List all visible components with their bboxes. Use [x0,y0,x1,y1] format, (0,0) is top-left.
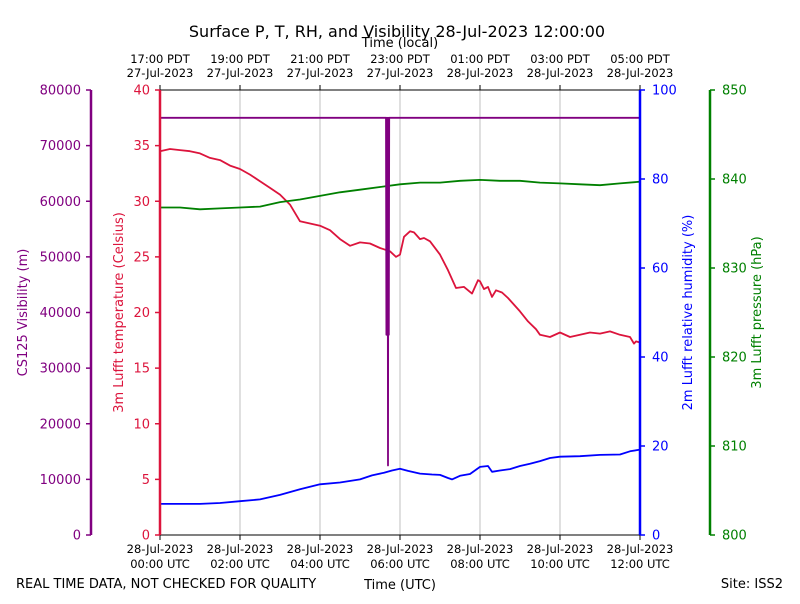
temperature-tick-label: 40 [133,84,150,99]
visibility-tick-label: 60000 [40,195,81,210]
bottom-tick-label-date: 28-Jul-2023 [367,542,434,556]
series-visibility [160,116,640,467]
pressure-tick-label: 810 [722,440,747,455]
humidity-tick-label: 60 [652,262,669,277]
bottom-tick-label-date: 28-Jul-2023 [607,542,674,556]
pressure-tick-label: 850 [722,84,747,99]
temperature-axis-title: 3m Lufft temperature (Celsius) [112,212,127,413]
temperature-tick-label: 25 [133,250,150,265]
pressure-tick-label: 800 [722,529,747,544]
humidity-tick-label: 40 [652,351,669,366]
humidity-tick-label: 0 [652,529,660,544]
temperature-tick-label: 10 [133,417,150,432]
chart-title: Surface P, T, RH, and Visibility 28-Jul-… [189,22,605,41]
series-humidity [160,448,641,505]
visibility-tick-label: 40000 [40,306,81,321]
pressure-tick-label: 840 [722,173,747,188]
humidity-axis-title: 2m Lufft relative humidity (%) [681,215,696,411]
visibility-tick-label: 0 [73,529,81,544]
temperature-tick-label: 35 [133,139,150,154]
bottom-tick-label-time: 04:00 UTC [290,557,350,571]
visibility-tick-label: 10000 [40,473,81,488]
pressure-tick-label: 820 [722,351,747,366]
site-label: Site: ISS2 [721,577,783,592]
visibility-tick-label: 20000 [40,417,81,432]
top-tick-label-time: 05:00 PDT [610,52,671,66]
pressure-tick-label: 830 [722,262,747,277]
top-tick-label-time: 03:00 PDT [530,52,591,66]
series-layer [159,116,641,505]
bottom-tick-label-date: 28-Jul-2023 [287,542,354,556]
visibility-tick-label: 70000 [40,139,81,154]
quality-disclaimer: REAL TIME DATA, NOT CHECKED FOR QUALITY [16,577,316,592]
bottom-tick-label-time: 02:00 UTC [210,557,270,571]
humidity-tick-label: 80 [652,173,669,188]
top-tick-label-time: 17:00 PDT [130,52,191,66]
series-pressure [160,178,641,211]
bottom-tick-label-time: 12:00 UTC [610,557,670,571]
temperature-tick-label: 5 [142,473,150,488]
top-tick-label-date: 27-Jul-2023 [127,66,194,80]
visibility-tick-label: 80000 [40,84,81,99]
bottom-tick-label-date: 28-Jul-2023 [447,542,514,556]
bottom-tick-label-time: 08:00 UTC [450,557,510,571]
top-tick-label-time: 19:00 PDT [210,52,271,66]
temperature-tick-label: 0 [142,529,150,544]
top-tick-label-date: 28-Jul-2023 [447,66,514,80]
humidity-tick-label: 20 [652,440,669,455]
bottom-tick-label-time: 06:00 UTC [370,557,430,571]
series-temperature [159,148,641,345]
top-tick-label-date: 27-Jul-2023 [207,66,274,80]
temperature-tick-label: 20 [133,306,150,321]
humidity-tick-label: 100 [652,84,677,99]
pressure-axis-title: 3m Lufft pressure (hPa) [750,236,765,388]
visibility-tick-label: 50000 [40,250,81,265]
bottom-tick-label-date: 28-Jul-2023 [527,542,594,556]
top-tick-label-time: 23:00 PDT [370,52,431,66]
temperature-tick-label: 30 [133,195,150,210]
top-tick-label-time: 01:00 PDT [450,52,511,66]
top-tick-label-date: 27-Jul-2023 [367,66,434,80]
bottom-tick-label-date: 28-Jul-2023 [127,542,194,556]
bottom-tick-label-time: 10:00 UTC [530,557,590,571]
top-tick-label-time: 21:00 PDT [290,52,351,66]
bottom-tick-label-date: 28-Jul-2023 [207,542,274,556]
bottom-tick-label-time: 00:00 UTC [130,557,190,571]
visibility-axis-title: CS125 Visibility (m) [16,249,31,377]
top-tick-label-date: 28-Jul-2023 [527,66,594,80]
top-tick-label-date: 27-Jul-2023 [287,66,354,80]
x-axis-label: Time (UTC) [363,578,436,593]
top-tick-label-date: 28-Jul-2023 [607,66,674,80]
temperature-tick-label: 15 [133,362,150,377]
top-axis-label: Time (local) [361,36,438,51]
visibility-tick-label: 30000 [40,362,81,377]
